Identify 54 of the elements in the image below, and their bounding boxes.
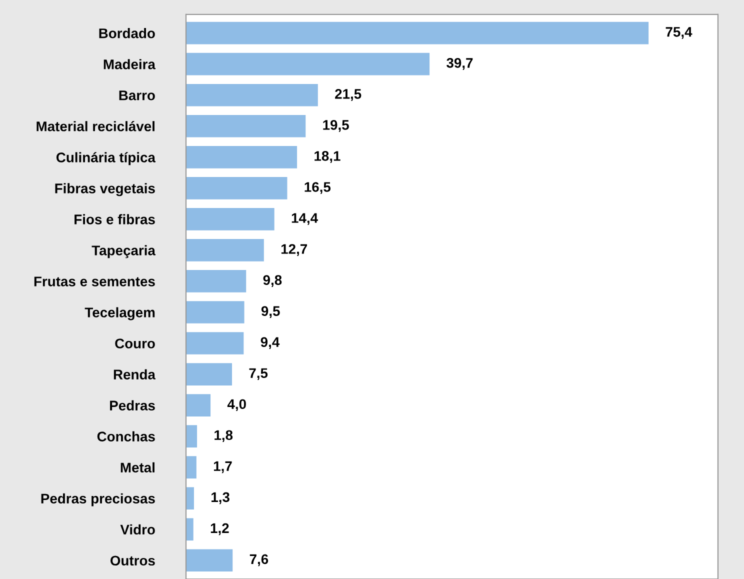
bar <box>186 84 318 106</box>
y-tick-label: Frutas e sementes <box>34 276 155 286</box>
bar <box>186 208 274 230</box>
data-label: 1,7 <box>214 461 232 474</box>
y-tick-label: Barro <box>119 90 155 100</box>
bar <box>186 114 306 138</box>
bar <box>186 177 288 200</box>
y-tick-label: Fios e fibras <box>74 214 155 224</box>
y-tick-label: Couro <box>115 338 155 348</box>
bar <box>186 52 430 76</box>
data-label: 16,5 <box>304 182 331 194</box>
data-label: 14,4 <box>292 213 318 225</box>
data-label: 4,0 <box>227 399 246 412</box>
data-label: 18,1 <box>314 151 340 163</box>
y-tick-label: Fibras vegetais <box>55 183 155 196</box>
y-tick-label: Tecelagem <box>84 307 155 320</box>
bar <box>186 363 232 386</box>
bar <box>186 270 246 292</box>
bar <box>186 332 244 354</box>
bar <box>186 518 194 541</box>
data-label: 39,7 <box>446 58 473 70</box>
data-label: 19,5 <box>323 120 349 132</box>
data-label: 7,5 <box>249 368 268 380</box>
bar <box>186 394 211 416</box>
y-tick-label: Culinária típica <box>56 152 156 166</box>
y-tick-label: Tapeçaria <box>92 245 156 258</box>
bar <box>186 22 649 44</box>
y-tick-label: Renda <box>114 369 156 380</box>
data-label: 75,4 <box>666 27 692 39</box>
bar <box>186 549 233 572</box>
bar <box>186 239 264 262</box>
bar <box>186 456 196 478</box>
y-tick-label: Material reciclável <box>36 120 154 132</box>
y-tick-label: Conchas <box>97 431 155 442</box>
y-tick-label: Pedras preciosas <box>41 493 155 506</box>
data-label: 9,8 <box>263 275 282 287</box>
data-label: 1,3 <box>212 492 230 504</box>
y-tick-label: Madeira <box>104 59 156 70</box>
bar <box>186 301 244 324</box>
y-tick-label: Vidro <box>120 524 155 535</box>
data-label: 7,6 <box>250 554 268 566</box>
bar <box>186 425 198 448</box>
data-label: 1,8 <box>214 430 233 442</box>
data-label: 21,5 <box>335 89 362 101</box>
bar <box>186 146 298 168</box>
y-tick-label: Bordado <box>99 28 155 38</box>
data-label: 1,2 <box>210 523 229 536</box>
data-label: 9,5 <box>261 306 280 318</box>
data-label: 12,7 <box>281 244 307 256</box>
bar <box>186 487 194 510</box>
y-tick-label: Outros <box>110 556 155 566</box>
y-tick-label: Pedras <box>110 400 155 410</box>
y-tick-label: Metal <box>120 462 154 473</box>
data-label: 9,4 <box>260 337 280 350</box>
